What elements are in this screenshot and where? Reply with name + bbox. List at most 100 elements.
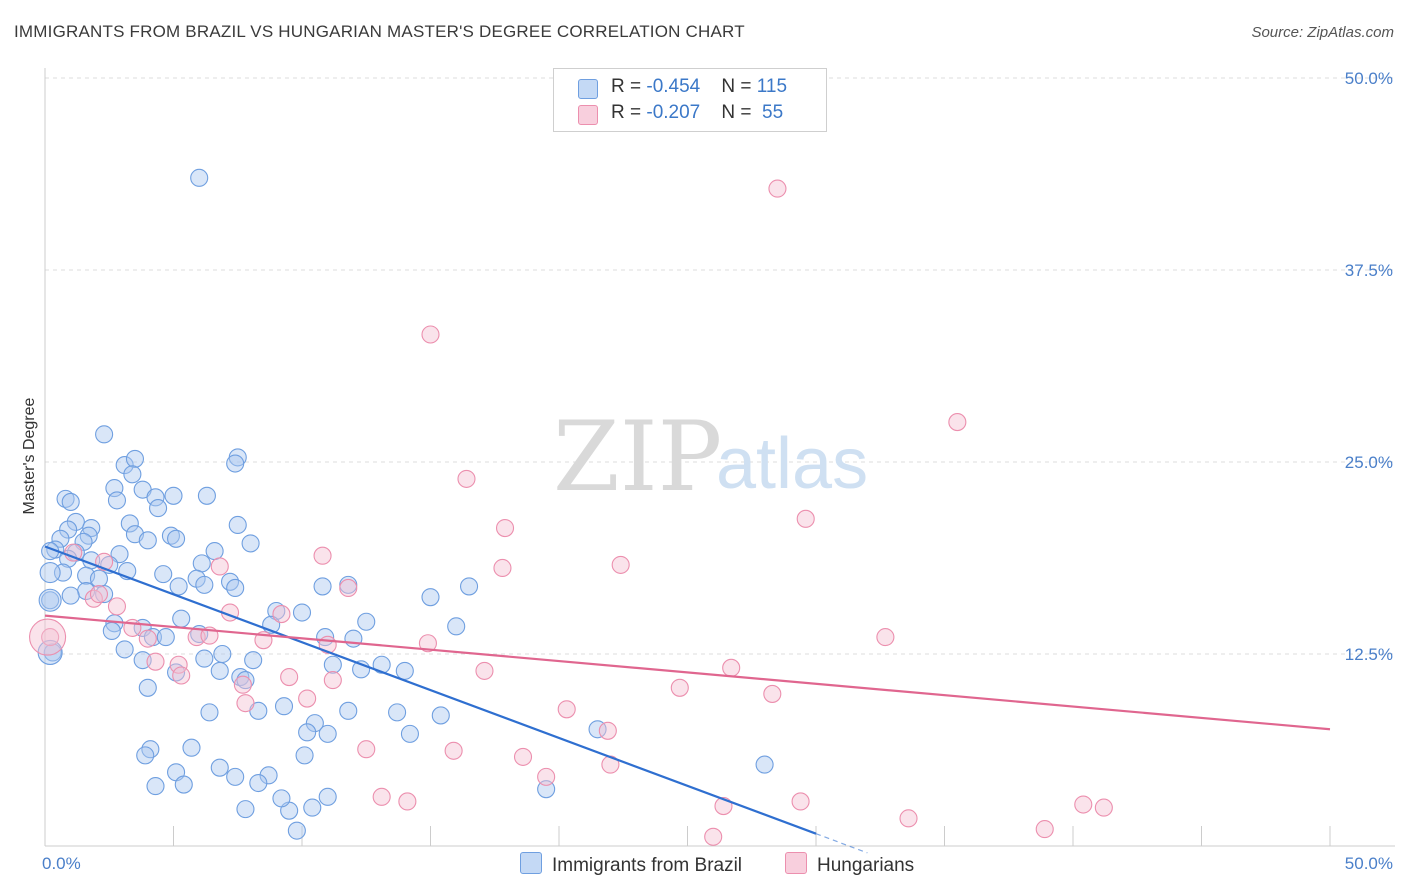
hungarians-point — [357, 740, 376, 759]
brazil-point — [357, 612, 376, 631]
hungarians-point — [444, 741, 463, 760]
brazil-point — [205, 542, 224, 561]
brazil-point — [56, 489, 75, 508]
hungarians-point — [323, 671, 342, 690]
brazil-point — [164, 486, 183, 505]
brazil-point — [115, 640, 134, 659]
hungarians-point — [107, 597, 127, 616]
bottom-legend-brazil[interactable]: Immigrants from Brazil — [520, 852, 742, 877]
brazil-point — [274, 697, 294, 716]
brazil-point — [115, 456, 134, 475]
brazil-point — [210, 661, 229, 680]
brazil-point — [149, 499, 168, 518]
watermark-atlas: atlas — [716, 424, 868, 504]
chart-title: IMMIGRANTS FROM BRAZIL VS HUNGARIAN MAST… — [14, 22, 745, 41]
hungarians-point — [611, 555, 630, 574]
brazil-point — [292, 603, 312, 622]
brazil-point — [167, 529, 186, 548]
brazil-point — [138, 678, 157, 697]
hungarians-point — [339, 578, 358, 598]
bottom-legend-label-brazil: Immigrants from Brazil — [552, 855, 743, 876]
legend-n-label: N = — [721, 102, 757, 123]
bottom-legend-swatch-brazil — [520, 852, 542, 874]
trend-line-brazil — [44, 545, 817, 835]
brazil-point — [226, 767, 245, 786]
brazil-point — [537, 780, 556, 799]
brazil-point — [236, 800, 255, 819]
hungarians-point — [948, 413, 967, 432]
brazil-point — [305, 714, 324, 733]
hungarians-point — [146, 652, 165, 671]
brazil-point — [298, 723, 317, 742]
hungarians-point — [557, 700, 576, 719]
brazil-point — [295, 746, 314, 765]
brazil-point — [102, 621, 121, 641]
brazil-point — [372, 655, 391, 674]
hungarians-point — [138, 629, 157, 648]
brazil-point — [146, 777, 165, 796]
legend-r-label: R = — [611, 102, 647, 123]
hungarians-point — [41, 628, 60, 647]
hungarians-point — [876, 628, 895, 647]
gridlines — [45, 77, 1395, 655]
hungarians-point — [598, 721, 617, 740]
hungarians-point — [1094, 798, 1113, 817]
bottom-legend-hungarians[interactable]: Hungarians — [785, 852, 914, 877]
brazil-point — [95, 425, 114, 444]
brazil-point — [272, 789, 291, 808]
hungarians-point — [398, 792, 417, 811]
hungarians-point — [495, 518, 515, 538]
brazil-point — [43, 643, 62, 662]
hungarians-point — [670, 678, 689, 697]
brazil-point-large — [38, 588, 62, 612]
hungarians-point — [1035, 820, 1054, 839]
legend-r-value-hungarians: -0.207 — [646, 102, 701, 123]
brazil-point — [459, 577, 479, 596]
brazil-point — [210, 758, 229, 777]
trend-lines — [44, 545, 1331, 854]
brazil-point — [61, 492, 80, 511]
brazil-point — [192, 554, 211, 573]
hungarians-point — [313, 546, 332, 565]
watermark-zip: ZIP — [553, 401, 722, 513]
series-brazil-points — [37, 168, 774, 840]
brazil-point — [318, 787, 337, 806]
brazil-point — [161, 526, 180, 545]
x-tick-label-0: 0.0% — [42, 854, 81, 873]
brazil-point — [197, 486, 216, 505]
y-tick-label-2: 37.5% — [1345, 261, 1393, 280]
y-tick-label-1: 25.0% — [1345, 453, 1393, 472]
bottom-legend-label-hungarians: Hungarians — [817, 855, 915, 876]
source-credit: Source: ZipAtlas.com — [1251, 24, 1394, 41]
trend-line-brazil-extension — [815, 833, 868, 854]
hungarians-point — [280, 667, 299, 687]
brazil-point — [190, 168, 209, 187]
hungarians-point — [298, 689, 317, 708]
y-tick-label-0: 12.5% — [1345, 645, 1393, 664]
brazil-point — [267, 601, 286, 621]
brazil-point — [200, 703, 219, 722]
y-tick-label-3: 50.0% — [1345, 69, 1393, 88]
hungarians-point — [89, 585, 109, 604]
brazil-point — [136, 746, 155, 765]
brazil-point — [172, 609, 191, 628]
brazil-point — [107, 491, 127, 510]
hungarians-point — [768, 179, 787, 198]
hungarians-point — [64, 543, 83, 562]
brazil-point — [61, 586, 80, 605]
brazil-point — [41, 591, 60, 610]
hungarians-point — [172, 666, 191, 685]
legend-r-value-brazil: -0.454 — [646, 76, 701, 97]
brazil-point — [154, 565, 173, 584]
legend-n-label: N = — [721, 76, 757, 97]
brazil-point — [146, 488, 165, 507]
brazil-point — [182, 738, 201, 757]
hungarians-point — [236, 694, 255, 713]
brazil-point — [226, 454, 245, 473]
brazil-point — [241, 534, 260, 553]
brazil-point — [213, 644, 232, 664]
brazil-point — [447, 617, 466, 636]
hungarians-point — [272, 605, 291, 624]
brazil-point — [313, 577, 332, 596]
